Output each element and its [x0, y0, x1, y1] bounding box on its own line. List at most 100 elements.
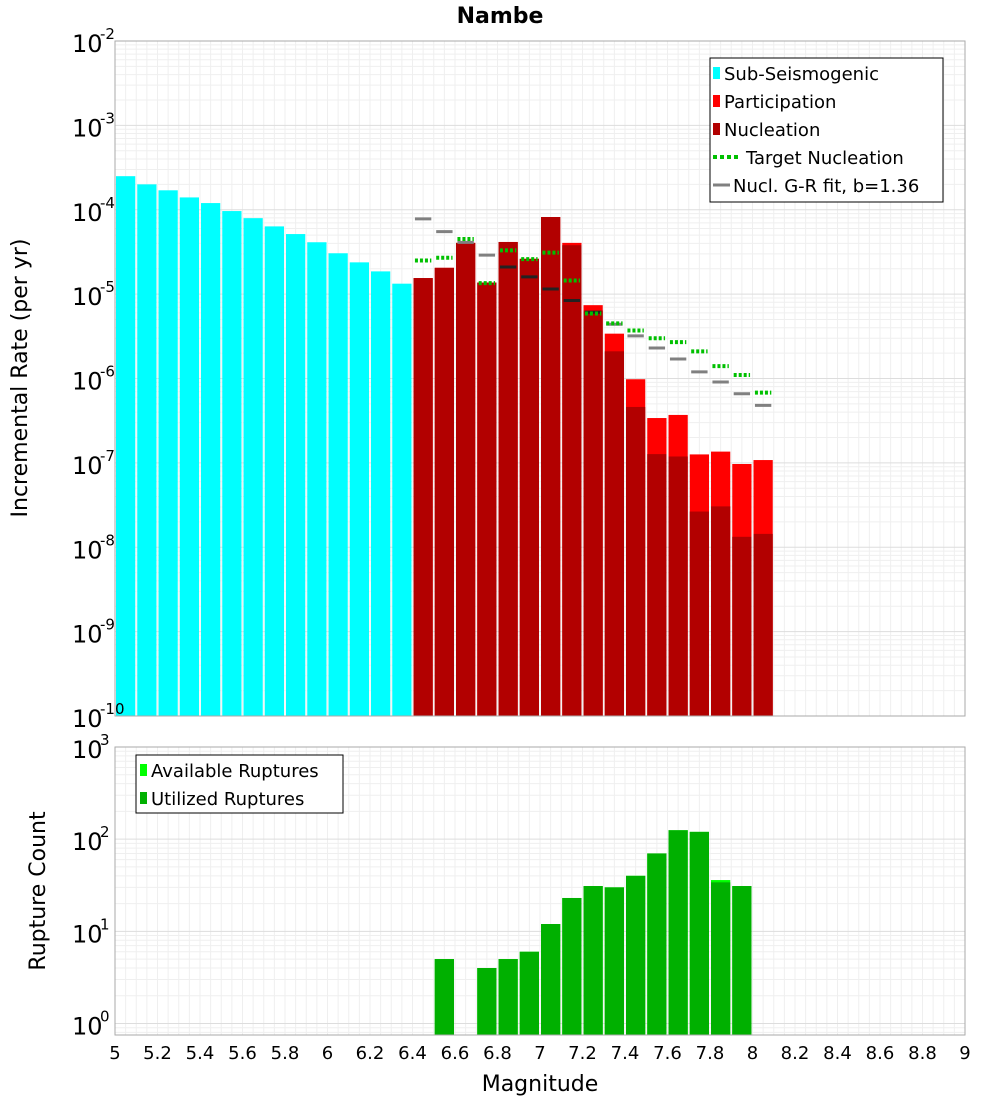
bar-nucleation	[753, 533, 773, 716]
bar-utilized-ruptures	[711, 882, 731, 1035]
bottom-y-tick-label-exponent: 3	[100, 731, 110, 749]
legend-label-available-ruptures: Available Ruptures	[151, 761, 319, 782]
bar-nucleation	[477, 282, 497, 716]
bar-nucleation	[434, 267, 454, 716]
legend-label-nucleation: Nucleation	[724, 120, 820, 141]
bottom-y-tick-label: 10	[72, 736, 103, 764]
bar-nucleation	[689, 511, 709, 716]
top-y-tick-label-exponent: -2	[100, 25, 115, 43]
bottom-y-tick-label: 10	[72, 1012, 103, 1040]
bar-sub-seismogenic	[116, 176, 136, 716]
bar-sub-seismogenic	[349, 262, 369, 716]
top-y-tick-labels: 10-210-310-410-510-610-710-810-910-10	[72, 25, 125, 733]
x-tick-label: 7.2	[568, 1043, 597, 1064]
top-plot-bars	[116, 176, 773, 717]
top-legend: Sub-Seismogenic Participation Nucleation…	[709, 57, 944, 203]
legend-swatch-sub-seismogenic	[713, 67, 720, 79]
chart-title: Nambe	[457, 4, 544, 29]
x-tick-labels: 5 5.2 5.4 5.6 5.8 6 6.2 6.4 6.6 6.8 7 7.2 7.4 7.6 7.8 8…	[109, 1043, 970, 1064]
bar-utilized-ruptures	[541, 924, 561, 1035]
bottom-y-tick-label: 10	[72, 920, 103, 948]
bar-utilized-ruptures	[647, 853, 667, 1035]
bar-nucleation	[732, 536, 752, 716]
bar-sub-seismogenic	[179, 197, 199, 717]
bar-sub-seismogenic	[158, 190, 178, 716]
bottom-y-tick-label-exponent: 1	[100, 915, 110, 933]
top-y-tick-label: 10	[72, 283, 103, 311]
bottom-legend: Available Ruptures Utilized Ruptures	[135, 754, 344, 814]
bottom-y-axis-title: Rupture Count	[26, 811, 51, 971]
x-tick-label: 6.8	[483, 1043, 512, 1064]
bar-utilized-ruptures	[668, 830, 688, 1035]
bar-nucleation	[647, 454, 667, 716]
x-tick-label: 8	[747, 1043, 758, 1064]
legend-swatch-nucleation	[713, 123, 720, 135]
bar-nucleation	[668, 456, 688, 716]
legend-swatch-utilized-ruptures	[140, 792, 147, 804]
bar-sub-seismogenic	[201, 203, 221, 716]
x-tick-label: 5.8	[271, 1043, 300, 1064]
top-y-tick-label: 10	[72, 368, 103, 396]
x-tick-label: 8.8	[908, 1043, 937, 1064]
top-y-tick-label-exponent: -5	[100, 278, 115, 296]
legend-label-target-nucleation: Target Nucleation	[745, 148, 904, 169]
bar-nucleation	[413, 278, 433, 716]
top-y-tick-label: 10	[72, 114, 103, 142]
bar-nucleation	[604, 351, 624, 716]
x-tick-label: 7	[534, 1043, 545, 1064]
bar-utilized-ruptures	[562, 897, 582, 1035]
x-tick-label: 5.4	[186, 1043, 215, 1064]
x-tick-label: 8.2	[781, 1043, 810, 1064]
x-tick-label: 9	[959, 1043, 970, 1064]
bottom-legend-box	[135, 754, 344, 814]
bottom-y-tick-label-exponent: 0	[100, 1007, 110, 1025]
bar-utilized-ruptures	[519, 951, 539, 1035]
x-tick-label: 6	[322, 1043, 333, 1064]
bar-sub-seismogenic	[264, 226, 284, 716]
top-legend-box	[709, 57, 944, 203]
top-y-tick-label-exponent: -8	[100, 531, 115, 549]
bar-sub-seismogenic	[243, 218, 263, 716]
bar-nucleation	[562, 245, 582, 717]
bar-sub-seismogenic	[307, 242, 327, 716]
x-tick-label: 5	[109, 1043, 120, 1064]
legend-swatch-available-ruptures	[140, 764, 147, 776]
x-axis-title: Magnitude	[482, 1072, 599, 1097]
bar-nucleation	[498, 241, 518, 717]
x-tick-label: 7.4	[611, 1043, 640, 1064]
legend-label-sub-seismogenic: Sub-Seismogenic	[724, 64, 879, 85]
bar-sub-seismogenic	[371, 271, 391, 716]
bar-utilized-ruptures	[434, 959, 454, 1035]
top-y-tick-label: 10	[72, 536, 103, 564]
x-tick-label: 7.6	[653, 1043, 682, 1064]
bar-utilized-ruptures	[732, 886, 752, 1035]
bottom-plot-grid	[114, 747, 966, 1035]
x-tick-label: 5.2	[143, 1043, 172, 1064]
top-y-tick-label-exponent: -3	[100, 109, 115, 127]
top-y-tick-label: 10	[72, 199, 103, 227]
top-y-tick-label: 10	[72, 30, 103, 58]
legend-label-gr-fit: Nucl. G-R fit, b=1.36	[733, 176, 919, 197]
legend-label-participation: Participation	[724, 92, 836, 113]
top-plot-frame	[114, 40, 966, 717]
bar-sub-seismogenic	[392, 283, 412, 716]
x-tick-label: 8.4	[823, 1043, 852, 1064]
legend-swatch-participation	[713, 95, 720, 107]
bar-sub-seismogenic	[328, 253, 348, 716]
bottom-plot-bars	[434, 830, 752, 1035]
top-y-tick-label: 10	[72, 621, 103, 649]
x-tick-label: 8.6	[866, 1043, 895, 1064]
bar-nucleation	[519, 258, 539, 716]
top-y-axis-title: Incremental Rate (per yr)	[8, 239, 33, 518]
top-y-tick-label: 10	[72, 452, 103, 480]
bar-utilized-ruptures	[583, 886, 603, 1035]
bar-utilized-ruptures	[626, 875, 646, 1035]
bar-sub-seismogenic	[137, 184, 157, 717]
top-y-tick-label-exponent: -10	[100, 700, 125, 718]
bottom-y-tick-label-exponent: 2	[100, 823, 110, 841]
top-y-tick-label-exponent: -4	[100, 194, 115, 212]
bottom-plot-frame	[114, 746, 966, 1036]
bottom-y-tick-label: 10	[72, 828, 103, 856]
